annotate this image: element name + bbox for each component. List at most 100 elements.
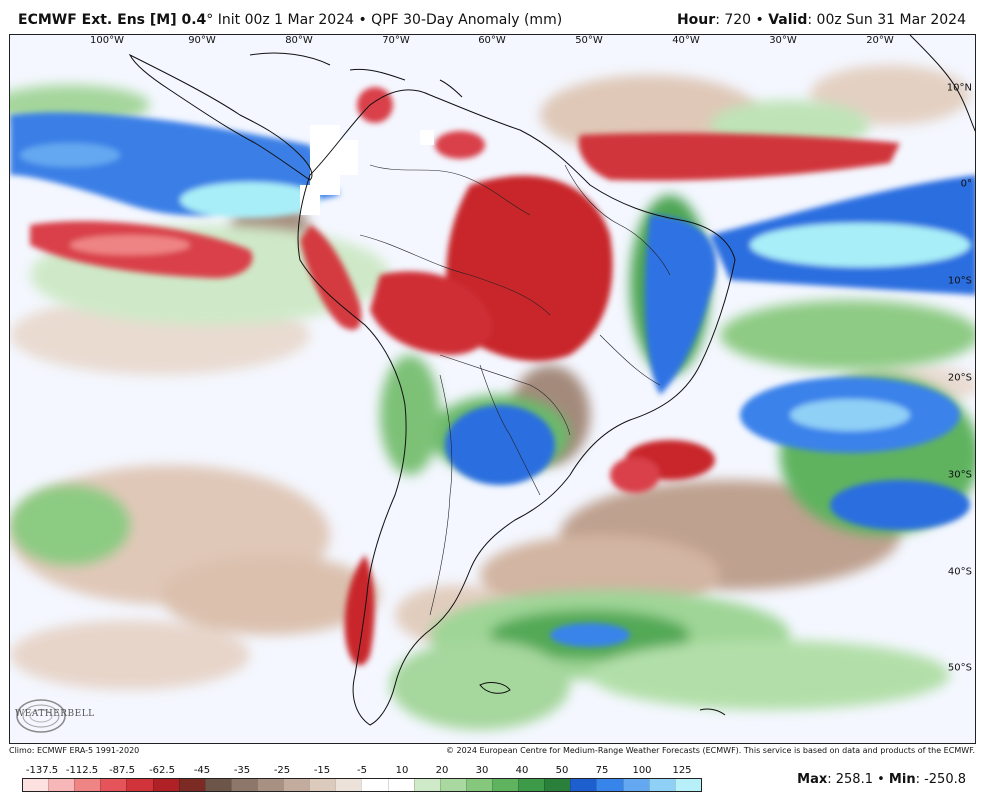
cyan-core: [180, 182, 320, 218]
red-highlight: [70, 235, 190, 255]
lat-label: 10°N: [946, 82, 972, 94]
valid-value: : 00z Sun 31 Mar 2024: [807, 12, 966, 28]
caribbean-islands: [249, 52, 463, 98]
lat-label: 10°S: [947, 275, 972, 287]
green-anomaly-patches: [10, 85, 975, 730]
logo-swirl-icon: [16, 699, 66, 733]
lat-label: 40°S: [947, 566, 972, 578]
colorbar-tick-label: -112.5: [65, 765, 99, 776]
border: [564, 164, 671, 276]
green-patch: [10, 485, 130, 565]
colorbar-cell: [491, 779, 519, 791]
hour-value: : 720 •: [715, 12, 769, 28]
copyright-note: © 2024 European Centre for Medium-Range …: [446, 746, 975, 755]
valid-label: Valid: [768, 12, 808, 28]
red-anomaly-patches: [30, 87, 900, 666]
central-america-coast: [128, 53, 313, 181]
colorbar-cell: [622, 779, 649, 791]
min-label: Min: [888, 772, 916, 787]
degree-symbol: °: [206, 12, 214, 28]
min-value: : -250.8: [915, 772, 966, 787]
colorbar-tick-label: -45: [193, 765, 211, 776]
tan-patch: [160, 555, 380, 635]
country-borders: [359, 164, 671, 616]
colorbar-cell: [204, 779, 231, 791]
red-patch: [435, 131, 485, 159]
green-patch: [590, 640, 950, 710]
map-title: ECMWF Ext. Ens [M] 0.4° Init 00z 1 Mar 2…: [18, 12, 562, 28]
init-description: Init 00z 1 Mar 2024 • QPF 30-Day Anomaly…: [213, 12, 563, 28]
colorbar-tick-label: 10: [395, 765, 409, 776]
blue-patch: [445, 405, 555, 485]
lon-label: 20°W: [866, 35, 894, 46]
colorbar-cell: [74, 779, 101, 791]
colorbar-cell: [230, 779, 257, 791]
green-patch: [720, 300, 975, 370]
header: ECMWF Ext. Ens [M] 0.4° Init 00z 1 Mar 2…: [0, 0, 984, 34]
border: [599, 334, 661, 386]
colorbar-tick-label: -15: [313, 765, 331, 776]
colorbar-cell: [283, 779, 310, 791]
blue-anomaly-patches: [10, 112, 975, 647]
max-value: : 258.1 •: [827, 772, 889, 787]
red-andes: [300, 225, 362, 330]
lat-label: 20°S: [947, 372, 972, 384]
max-label: Max: [797, 772, 828, 787]
colorbar-cell: [413, 779, 440, 791]
green-patch: [380, 355, 440, 475]
red-amazon-west: [370, 271, 493, 355]
border: [429, 374, 453, 616]
colorbar-cell: [100, 779, 127, 791]
logo-text: WEATHERBELL: [15, 709, 95, 719]
precip-anomaly-map: 100°W 90°W 80°W 70°W 60°W 50°W 40°W 30°W…: [9, 34, 976, 744]
border: [479, 364, 541, 496]
colorbar-cell: [152, 779, 179, 791]
lon-label: 80°W: [285, 35, 313, 46]
colorbar-tick-label: 20: [435, 765, 449, 776]
border: [359, 234, 551, 316]
south-america-coast: [297, 89, 736, 726]
colorbar-cell: [465, 779, 492, 791]
africa-coast: [909, 35, 975, 132]
blue-ne-brazil: [644, 215, 717, 395]
white-gap: [310, 125, 340, 195]
colorbar-tick-label: 40: [515, 765, 529, 776]
lat-label: 50°S: [947, 662, 972, 674]
colorbar-cell: [570, 779, 597, 791]
colorbar-cell: [256, 779, 284, 791]
cyan-core: [20, 143, 120, 167]
south-georgia: [699, 708, 726, 716]
colorbar-cell: [544, 779, 571, 791]
colorbar-tick-label: -5: [357, 765, 367, 776]
colorbar-cell: [48, 779, 75, 791]
colorbar-cell: [361, 779, 388, 791]
red-patch: [610, 457, 660, 493]
lon-label: 50°W: [575, 35, 603, 46]
lat-label: 0°: [960, 178, 972, 190]
lat-label: 30°S: [947, 469, 972, 481]
colorbar-tick-label: 100: [632, 765, 652, 776]
red-band-atlantic: [578, 132, 900, 181]
colorbar-cell: [335, 779, 362, 791]
model-name: ECMWF Ext. Ens [M] 0.4: [18, 12, 207, 28]
lon-label: 40°W: [672, 35, 700, 46]
colorbar-cell: [178, 779, 205, 791]
blue-patch: [830, 480, 970, 530]
weatherbell-logo: WEATHERBELL: [13, 696, 94, 736]
colorbar-labels: -137.5 -112.5 -87.5 -62.5 -45 -35 -25 -15 -5 10 20…: [22, 765, 702, 777]
border: [369, 164, 531, 216]
border: [439, 354, 571, 436]
colorbar-cell: [126, 779, 153, 791]
red-patch: [357, 87, 393, 123]
colorbar-cell: [439, 779, 466, 791]
cyan-core: [790, 399, 910, 431]
colorbar-cell: [674, 779, 701, 791]
colorbar-tick-label: -62.5: [149, 765, 175, 776]
cyan-core: [750, 223, 970, 267]
colorbar-tick-label: 125: [672, 765, 692, 776]
max-min-stats: Max: 258.1 • Min: -250.8: [797, 772, 966, 787]
white-gap: [420, 130, 434, 145]
map-canvas: [10, 35, 975, 730]
colorbar-cell: [23, 779, 49, 791]
coastlines: [128, 35, 975, 726]
